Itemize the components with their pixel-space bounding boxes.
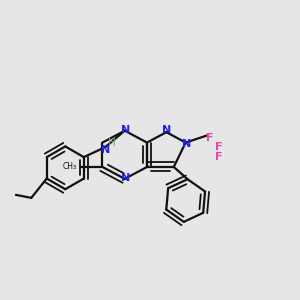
Text: N: N <box>162 125 172 135</box>
Text: N: N <box>182 139 191 149</box>
Text: CH₃: CH₃ <box>62 162 76 171</box>
Text: N: N <box>101 145 110 155</box>
Text: H: H <box>108 139 116 148</box>
Text: F: F <box>214 142 222 152</box>
Text: F: F <box>206 133 213 143</box>
Text: N: N <box>121 125 130 135</box>
Text: F: F <box>214 152 222 162</box>
Text: N: N <box>121 173 130 183</box>
